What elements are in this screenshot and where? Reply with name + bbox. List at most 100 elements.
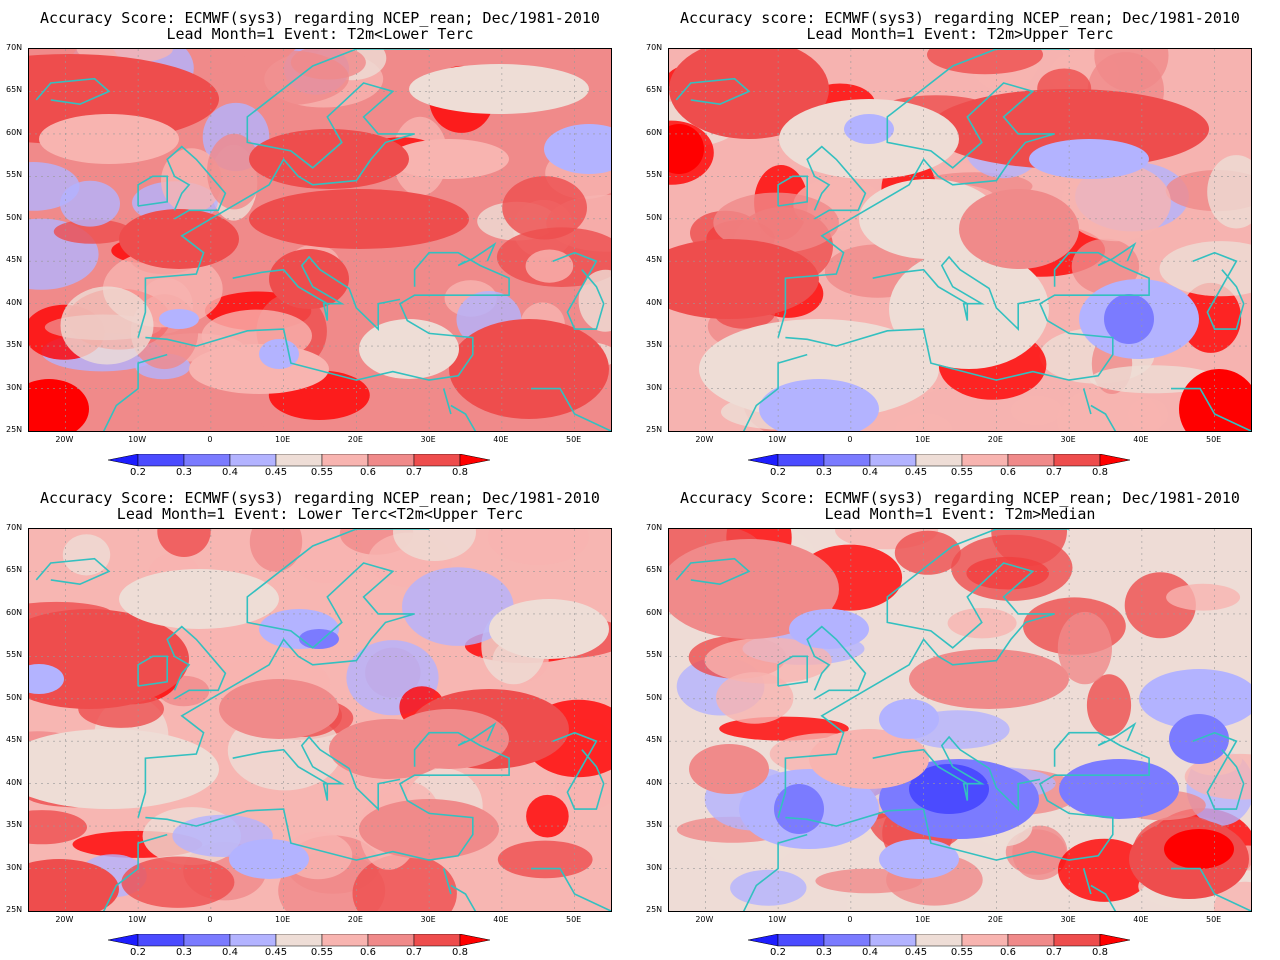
- longitude-label: 40E: [493, 915, 509, 924]
- colorbar-arrow-low: [747, 933, 779, 947]
- longitude-label: 40E: [1133, 435, 1149, 444]
- colorbar-label: 0.2: [770, 947, 786, 958]
- longitude-label: 20W: [695, 435, 714, 444]
- score-patch: [1213, 881, 1251, 911]
- latitude-label: 40N: [646, 777, 663, 787]
- colorbar-label: 0.2: [770, 467, 786, 478]
- score-patch: [704, 637, 832, 684]
- colorbar: 0.2 0.3 0.4 0.45 0.55 0.6 0.7 0.8: [747, 453, 1174, 479]
- score-region: [544, 124, 611, 174]
- score-patch: [393, 529, 476, 561]
- score-region: [889, 249, 1049, 369]
- latitude-label: 30N: [646, 382, 663, 392]
- accuracy-map: [29, 529, 611, 911]
- colorbar-arrow-low: [107, 933, 139, 947]
- coastline: [1192, 731, 1245, 810]
- colorbar-label: 0.8: [452, 467, 468, 478]
- colorbar-label: 0.7: [1046, 947, 1062, 958]
- panel-title: Accuracy score: ECMWF(sys3) regarding NC…: [680, 9, 1240, 27]
- coastline: [137, 49, 430, 338]
- score-patch: [578, 269, 611, 332]
- colorbar-label: 0.55: [950, 467, 974, 478]
- colorbar-label: 0.3: [176, 947, 192, 958]
- accuracy-map: [669, 529, 1251, 911]
- longitude-label: 10W: [128, 915, 147, 924]
- score-patch: [927, 49, 1043, 75]
- colorbar-segment: [1007, 933, 1055, 947]
- longitude-label: 50E: [566, 915, 582, 924]
- latitude-label: 55N: [6, 170, 23, 180]
- latitude-label: 45N: [6, 735, 23, 745]
- score-patch: [161, 148, 222, 214]
- score-region: [249, 129, 409, 189]
- score-region: [359, 319, 459, 379]
- coastline: [1097, 242, 1137, 267]
- latitude-label: 60N: [6, 127, 23, 137]
- panel-title: Accuracy Score: ECMWF(sys3) regarding NC…: [680, 489, 1240, 507]
- colorbar-label: 0.6: [1000, 947, 1016, 958]
- score-patch: [1061, 163, 1171, 242]
- score-patch: [29, 810, 87, 845]
- latitude-label: 30N: [6, 382, 23, 392]
- latitude-label: 65N: [6, 85, 23, 95]
- coastline: [166, 145, 227, 220]
- score-patch: [402, 567, 514, 646]
- longitude-label: 0: [207, 915, 213, 924]
- score-patch: [1207, 155, 1251, 229]
- longitude-label: 20E: [347, 915, 363, 924]
- colorbar-label: 0.55: [310, 467, 334, 478]
- coastline: [1097, 722, 1137, 747]
- colorbar-segment: [823, 933, 871, 947]
- colorbar-label: 0.6: [1000, 467, 1016, 478]
- latitude-label: 50N: [646, 692, 663, 702]
- score-patch: [487, 529, 589, 565]
- colorbar-graphic: [107, 933, 491, 947]
- colorbar-arrow-low: [107, 453, 139, 467]
- score-region: [959, 189, 1079, 269]
- map-panel-top-left: Accuracy Score: ECMWF(sys3) regarding NC…: [0, 0, 640, 480]
- score-patch: [121, 856, 235, 908]
- coastline: [1171, 867, 1251, 911]
- colorbar-arrow-high: [1099, 933, 1131, 947]
- score-patch: [894, 530, 961, 575]
- score-patch: [290, 49, 366, 80]
- longitude-label: 20E: [987, 915, 1003, 924]
- score-region: [699, 319, 939, 419]
- colorbar-label: 0.4: [862, 467, 878, 478]
- coastline: [442, 388, 452, 415]
- coastline: [872, 255, 1041, 331]
- latitude-label: 40N: [6, 777, 23, 787]
- score-region: [259, 339, 299, 369]
- score-region: [409, 64, 589, 114]
- colorbar-label: 0.45: [264, 467, 288, 478]
- latitude-label: 45N: [6, 255, 23, 265]
- colorbar-arrow-high: [1099, 453, 1131, 467]
- coastline: [777, 529, 1070, 818]
- colorbar-segment: [229, 933, 277, 947]
- score-patch: [1166, 583, 1241, 611]
- score-region: [1104, 294, 1154, 344]
- score-patch: [157, 529, 211, 557]
- score-region: [219, 679, 339, 739]
- latitude-label: 60N: [646, 127, 663, 137]
- map-area: [668, 48, 1252, 432]
- colorbar-label: 0.8: [452, 947, 468, 958]
- map-panel-top-right: Accuracy score: ECMWF(sys3) regarding NC…: [640, 0, 1280, 480]
- longitude-label: 20W: [55, 435, 74, 444]
- coastline: [777, 49, 1070, 338]
- colorbar-label: 0.2: [130, 467, 146, 478]
- score-region: [789, 609, 869, 649]
- colorbar-segment: [275, 453, 323, 467]
- colorbar-label: 0.4: [862, 947, 878, 958]
- colorbar-segment: [367, 453, 415, 467]
- panel-subtitle: Lead Month=1 Event: T2m>Upper Terc: [806, 25, 1114, 43]
- score-region: [229, 839, 309, 879]
- colorbar-segment: [823, 453, 871, 467]
- score-region: [669, 49, 829, 139]
- coastline: [137, 529, 430, 818]
- score-region: [29, 664, 64, 694]
- coastline: [1192, 251, 1245, 330]
- colorbar-segment: [137, 933, 185, 947]
- colorbar-segment: [1053, 453, 1101, 467]
- score-patch: [60, 286, 154, 365]
